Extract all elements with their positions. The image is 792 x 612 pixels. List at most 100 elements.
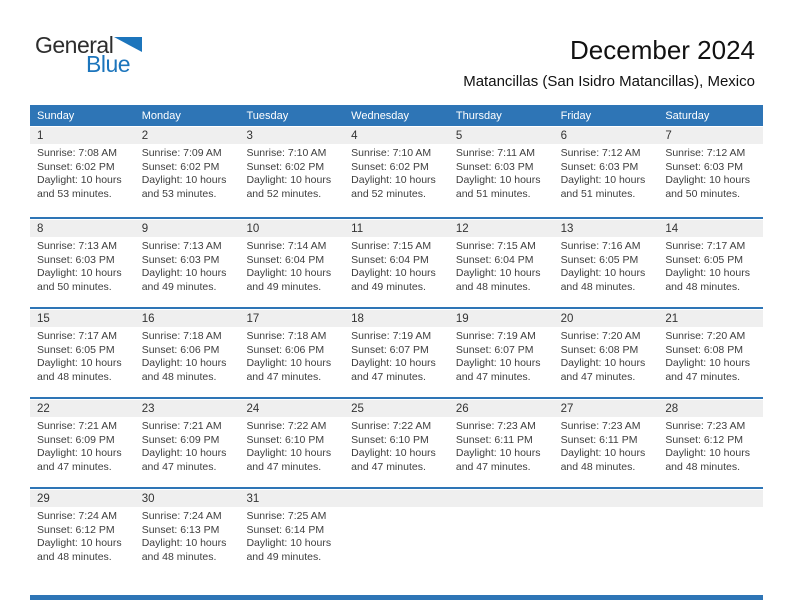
week-row-2: 8 9 10 11 12 13 14 Sunrise: 7:13 AM Sunset: 6:03… (30, 217, 763, 307)
week-row-1: 1 2 3 4 5 6 7 Sunrise: 7:08 AM Sunset: 6:02 PM Da… (30, 127, 763, 217)
day-cell: Sunrise: 7:20 AM Sunset: 6:08 PM Daylight:… (554, 327, 659, 384)
daylight-text-2: and 52 minutes. (246, 187, 322, 200)
page-subtitle: Matancillas (San Isidro Matancillas), Me… (463, 73, 755, 90)
day-number: 24 (246, 402, 260, 415)
daylight-text: Daylight: 10 hours (560, 267, 646, 279)
day-number: 1 (37, 129, 44, 142)
daylight-text-2: and 50 minutes. (665, 187, 741, 200)
daylight-text: Daylight: 10 hours (351, 447, 436, 459)
week-row-3: 15 16 17 18 19 20 21 Sunrise: 7:17 AM Sunset: 6:… (30, 307, 763, 397)
sunset-text: Sunset: 6:03 PM (37, 253, 115, 266)
daylight-text: Daylight: 10 hours (37, 537, 122, 549)
day-cell: Sunrise: 7:20 AM Sunset: 6:08 PM Daylight:… (658, 327, 763, 384)
sunrise-text: Sunrise: 7:10 AM (351, 147, 432, 159)
day-cell: Sunrise: 7:23 AM Sunset: 6:11 PM Daylight:… (449, 417, 554, 474)
daylight-text-2: and 48 minutes. (665, 460, 741, 473)
day-number-band: 8 9 10 11 12 13 14 (30, 220, 763, 237)
day-cell: Sunrise: 7:21 AM Sunset: 6:09 PM Daylight:… (135, 417, 240, 474)
day-cell: Sunrise: 7:10 AM Sunset: 6:02 PM Daylight:… (239, 144, 344, 201)
daylight-text: Daylight: 10 hours (665, 447, 750, 459)
weekday-header-saturday: Saturday (665, 109, 710, 122)
daylight-text: Daylight: 10 hours (37, 174, 122, 186)
sunrise-text: Sunrise: 7:17 AM (37, 330, 117, 342)
day-number: 27 (560, 402, 574, 415)
daylight-text: Daylight: 10 hours (246, 174, 332, 186)
daylight-text: Daylight: 10 hours (455, 267, 541, 279)
day-number: 30 (141, 492, 155, 505)
week-row-5: 29 30 31 Sunrise: 7:24 AM Sunset: 6:12 PM Day… (30, 487, 763, 577)
week-row-4: 22 23 24 25 26 27 28 Sunrise: 7:21 AM Sunset: 6:… (30, 397, 763, 487)
sunrise-text: Sunrise: 7:18 AM (246, 330, 327, 342)
sunrise-text: Sunrise: 7:15 AM (455, 240, 536, 252)
daylight-text: Daylight: 10 hours (665, 267, 750, 279)
day-number: 28 (665, 402, 679, 415)
day-number: 16 (141, 312, 155, 325)
daylight-text-2: and 48 minutes. (665, 280, 741, 293)
sunset-text: Sunset: 6:04 PM (351, 253, 429, 266)
day-number: 31 (246, 492, 260, 505)
sunset-text: Sunset: 6:05 PM (37, 343, 115, 356)
sunset-text: Sunset: 6:13 PM (141, 523, 220, 536)
daylight-text-2: and 47 minutes. (351, 460, 426, 473)
sunset-text: Sunset: 6:02 PM (246, 160, 325, 173)
daylight-text: Daylight: 10 hours (37, 447, 122, 459)
day-number: 8 (37, 222, 44, 235)
day-cell: Sunrise: 7:25 AM Sunset: 6:14 PM Daylight:… (239, 507, 344, 564)
footer-bar (30, 595, 763, 600)
week-cells: Sunrise: 7:21 AM Sunset: 6:09 PM Daylight:… (30, 417, 763, 474)
day-number-band: 15 16 17 18 19 20 21 (30, 310, 763, 327)
daylight-text: Daylight: 10 hours (665, 357, 750, 369)
day-number: 17 (246, 312, 260, 325)
day-number: 5 (455, 129, 463, 142)
weekday-header-thursday: Thursday (455, 109, 502, 122)
sunset-text: Sunset: 6:07 PM (455, 343, 534, 356)
week-cells: Sunrise: 7:08 AM Sunset: 6:02 PM Daylight:… (30, 144, 763, 201)
sunrise-text: Sunrise: 7:19 AM (351, 330, 432, 342)
daylight-text-2: and 48 minutes. (37, 370, 112, 383)
daylight-text-2: and 48 minutes. (455, 280, 531, 293)
day-number-band: 22 23 24 25 26 27 28 (30, 400, 763, 417)
day-number: 15 (37, 312, 50, 325)
daylight-text: Daylight: 10 hours (665, 174, 750, 186)
daylight-text: Daylight: 10 hours (560, 357, 646, 369)
sunset-text: Sunset: 6:02 PM (141, 160, 220, 173)
daylight-text-2: and 48 minutes. (141, 370, 217, 383)
calendar-table: Sunday Monday Tuesday Wednesday Thursday Frid… (30, 105, 763, 600)
page-title: December 2024 (570, 35, 755, 65)
day-cell: Sunrise: 7:10 AM Sunset: 6:02 PM Daylight:… (344, 144, 449, 201)
daylight-text-2: and 47 minutes. (560, 370, 636, 383)
weekday-header-monday: Monday (141, 109, 181, 122)
sunrise-text: Sunrise: 7:22 AM (351, 420, 432, 432)
sunset-text: Sunset: 6:04 PM (246, 253, 325, 266)
daylight-text-2: and 48 minutes. (560, 460, 636, 473)
day-cell: Sunrise: 7:17 AM Sunset: 6:05 PM Daylight:… (658, 237, 763, 294)
sunrise-text: Sunrise: 7:21 AM (141, 420, 222, 432)
daylight-text-2: and 48 minutes. (141, 550, 217, 563)
sunrise-text: Sunrise: 7:20 AM (665, 330, 746, 342)
daylight-text-2: and 51 minutes. (560, 187, 636, 200)
daylight-text-2: and 49 minutes. (246, 280, 322, 293)
sunset-text: Sunset: 6:06 PM (246, 343, 325, 356)
sunrise-text: Sunrise: 7:13 AM (141, 240, 222, 252)
day-number: 18 (351, 312, 364, 325)
sunrise-text: Sunrise: 7:12 AM (665, 147, 746, 159)
day-cell: Sunrise: 7:19 AM Sunset: 6:07 PM Daylight:… (449, 327, 554, 384)
sunset-text: Sunset: 6:05 PM (665, 253, 743, 266)
calendar-body: 1 2 3 4 5 6 7 Sunrise: 7:08 AM Sunset: 6:02 PM Da… (30, 127, 763, 577)
logo-text-general: General (35, 32, 114, 58)
daylight-text-2: and 48 minutes. (37, 550, 112, 563)
sunrise-text: Sunrise: 7:17 AM (665, 240, 746, 252)
sunrise-text: Sunrise: 7:22 AM (246, 420, 327, 432)
sunrise-text: Sunrise: 7:19 AM (455, 330, 536, 342)
daylight-text-2: and 49 minutes. (351, 280, 426, 293)
day-number: 12 (455, 222, 469, 235)
daylight-text: Daylight: 10 hours (141, 267, 227, 279)
daylight-text: Daylight: 10 hours (560, 447, 646, 459)
daylight-text: Daylight: 10 hours (246, 357, 332, 369)
sunset-text: Sunset: 6:09 PM (37, 433, 115, 446)
sunrise-text: Sunrise: 7:18 AM (141, 330, 222, 342)
daylight-text: Daylight: 10 hours (351, 357, 436, 369)
day-cell: Sunrise: 7:18 AM Sunset: 6:06 PM Daylight:… (239, 327, 344, 384)
day-number: 25 (351, 402, 364, 415)
weekday-header-row: Sunday Monday Tuesday Wednesday Thursday Frid… (30, 105, 763, 126)
